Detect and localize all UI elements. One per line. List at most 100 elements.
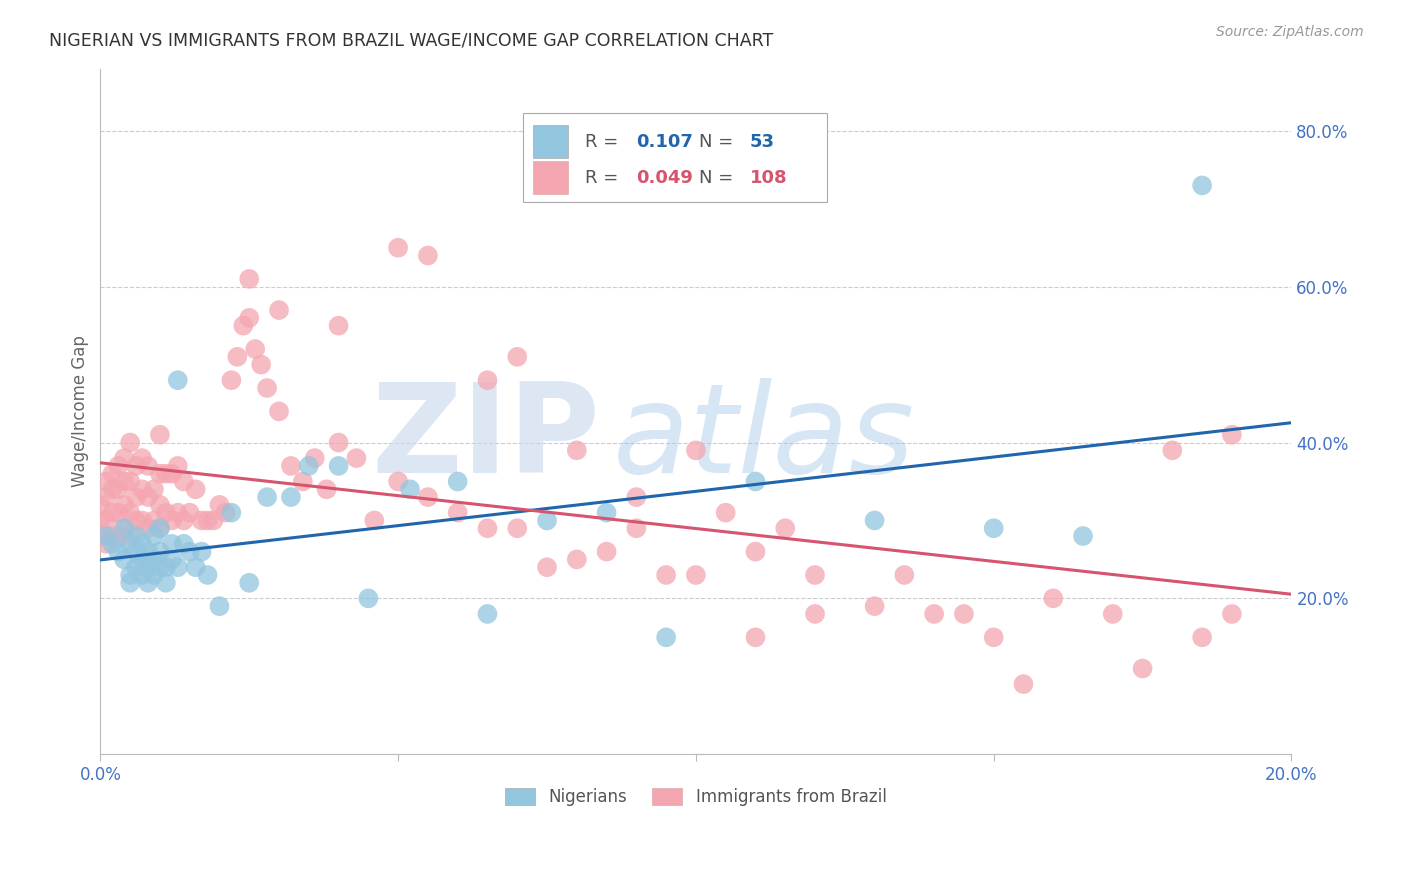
Point <box>155 467 177 481</box>
Point <box>125 560 148 574</box>
Point <box>304 451 326 466</box>
Point <box>131 451 153 466</box>
Point <box>214 506 236 520</box>
Point <box>197 513 219 527</box>
Point <box>655 630 678 644</box>
Point <box>226 350 249 364</box>
Point <box>1191 178 1213 193</box>
Point <box>363 513 385 527</box>
Point <box>131 513 153 527</box>
Point <box>173 537 195 551</box>
Point <box>112 521 135 535</box>
Point <box>328 435 350 450</box>
FancyBboxPatch shape <box>523 113 827 202</box>
Point <box>112 521 135 535</box>
Point <box>142 568 165 582</box>
Point <box>136 544 159 558</box>
Point <box>107 458 129 473</box>
Point <box>685 568 707 582</box>
Bar <box>533 161 568 194</box>
Legend: Nigerians, Immigrants from Brazil: Nigerians, Immigrants from Brazil <box>496 780 894 814</box>
Point <box>96 537 118 551</box>
Point <box>125 458 148 473</box>
Point <box>387 241 409 255</box>
Point <box>112 451 135 466</box>
Point <box>96 490 118 504</box>
Point <box>120 506 142 520</box>
Point <box>160 467 183 481</box>
Text: 0.107: 0.107 <box>637 133 693 151</box>
Point <box>536 560 558 574</box>
Point <box>184 483 207 497</box>
Point <box>149 544 172 558</box>
Point <box>125 544 148 558</box>
Bar <box>533 125 568 158</box>
Point <box>565 552 588 566</box>
Point <box>166 560 188 574</box>
Point <box>922 607 945 621</box>
Point <box>142 529 165 543</box>
Point <box>112 498 135 512</box>
Point <box>346 451 368 466</box>
Point <box>447 506 470 520</box>
Point <box>101 537 124 551</box>
Point <box>142 552 165 566</box>
Point <box>136 490 159 504</box>
Point <box>179 506 201 520</box>
Point <box>166 506 188 520</box>
Point <box>387 475 409 489</box>
Point <box>136 458 159 473</box>
Point <box>655 568 678 582</box>
Point <box>160 552 183 566</box>
Point <box>357 591 380 606</box>
Point <box>1101 607 1123 621</box>
Point <box>477 521 499 535</box>
Point <box>101 529 124 543</box>
Point <box>208 498 231 512</box>
Point <box>416 248 439 262</box>
Point <box>125 529 148 543</box>
Point <box>107 506 129 520</box>
Point <box>142 483 165 497</box>
Point <box>136 560 159 574</box>
Point <box>120 568 142 582</box>
Point <box>160 513 183 527</box>
Point <box>232 318 254 333</box>
Point <box>221 506 243 520</box>
Point <box>184 560 207 574</box>
Point <box>953 607 976 621</box>
Point <box>893 568 915 582</box>
Point <box>863 513 886 527</box>
Point <box>131 537 153 551</box>
Point <box>267 404 290 418</box>
Point <box>1042 591 1064 606</box>
Point <box>120 475 142 489</box>
Point <box>155 575 177 590</box>
Point <box>256 490 278 504</box>
Point <box>1132 661 1154 675</box>
Text: atlas: atlas <box>613 378 915 500</box>
Point <box>399 483 422 497</box>
Point <box>89 498 111 512</box>
Point <box>744 544 766 558</box>
Point <box>179 544 201 558</box>
Point <box>315 483 337 497</box>
Point <box>328 458 350 473</box>
Point <box>101 467 124 481</box>
Point <box>149 560 172 574</box>
Point <box>131 483 153 497</box>
Text: N =: N = <box>699 169 740 187</box>
Point <box>595 544 617 558</box>
Text: R =: R = <box>585 133 624 151</box>
Point <box>595 506 617 520</box>
Point <box>142 513 165 527</box>
Point <box>256 381 278 395</box>
Point <box>101 483 124 497</box>
Point <box>120 537 142 551</box>
Point <box>714 506 737 520</box>
Point <box>190 544 212 558</box>
Point <box>1191 630 1213 644</box>
Point <box>96 513 118 527</box>
Point <box>1071 529 1094 543</box>
Point <box>136 575 159 590</box>
